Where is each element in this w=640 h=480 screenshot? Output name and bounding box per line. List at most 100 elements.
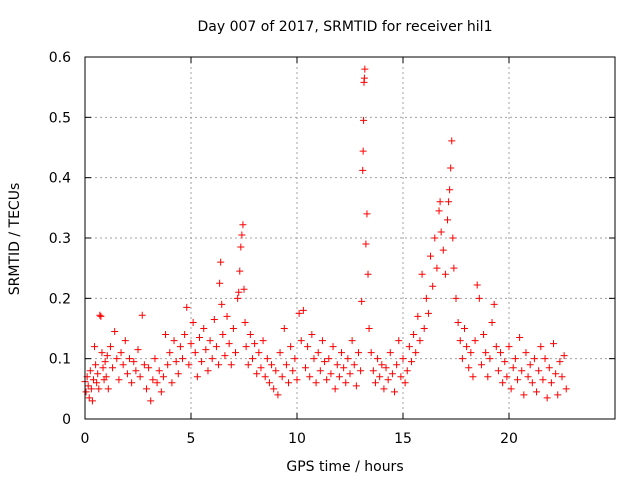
data-point <box>456 337 464 345</box>
data-point <box>111 328 119 336</box>
data-point <box>450 264 458 272</box>
data-point <box>198 358 206 366</box>
data-point <box>88 397 96 405</box>
data-point <box>522 349 530 357</box>
data-point <box>497 349 505 357</box>
data-point <box>518 367 526 375</box>
data-point <box>253 370 261 378</box>
data-point <box>329 343 337 351</box>
data-point <box>350 361 358 369</box>
data-point <box>229 325 237 332</box>
data-point <box>562 385 570 393</box>
data-point <box>179 355 187 363</box>
data-point <box>323 376 331 384</box>
data-point <box>147 397 155 405</box>
data-point <box>433 264 441 272</box>
data-point <box>403 367 411 375</box>
data-point <box>399 355 407 363</box>
data-point <box>439 246 447 254</box>
data-point <box>217 258 225 266</box>
data-point <box>378 361 386 369</box>
data-point <box>140 361 148 369</box>
axis-ticks: 0 0.1 0.2 0.3 0.4 0.5 0.6 0 5 10 15 20 <box>49 50 615 447</box>
data-point <box>291 355 299 363</box>
data-point <box>550 340 558 348</box>
data-point <box>132 367 140 375</box>
y-tick-label: 0.6 <box>49 50 71 66</box>
data-point <box>164 361 172 369</box>
data-point <box>293 376 301 384</box>
data-point <box>371 379 379 387</box>
data-point <box>93 379 101 387</box>
data-point <box>342 379 350 387</box>
data-point <box>452 294 460 302</box>
data-point <box>189 318 197 326</box>
data-point <box>227 361 235 369</box>
data-point <box>458 355 466 363</box>
data-point <box>492 343 500 351</box>
data-point <box>357 367 365 375</box>
data-point <box>85 394 93 402</box>
data-point <box>251 340 259 348</box>
data-point <box>429 282 437 290</box>
data-point <box>308 331 316 339</box>
data-point <box>449 234 457 242</box>
data-point <box>223 312 231 320</box>
data-point <box>362 240 370 248</box>
data-point <box>312 379 320 387</box>
data-point <box>331 385 339 393</box>
data-point <box>494 367 502 375</box>
data-point <box>210 315 218 323</box>
y-tick-label: 0.3 <box>49 231 71 247</box>
data-point <box>352 382 360 390</box>
data-point <box>545 364 553 372</box>
data-point <box>528 379 536 387</box>
data-point <box>471 337 479 345</box>
data-point <box>237 243 245 251</box>
data-point <box>91 343 99 351</box>
data-point <box>87 385 95 393</box>
data-point <box>204 367 212 375</box>
data-point <box>295 309 303 317</box>
data-point <box>268 361 276 369</box>
data-point <box>235 288 243 296</box>
data-point <box>219 331 227 339</box>
data-point <box>216 279 224 287</box>
data-point <box>142 385 150 393</box>
data-point <box>369 367 377 375</box>
data-point <box>86 367 94 375</box>
data-point <box>346 370 354 378</box>
data-point <box>405 343 413 351</box>
y-tick-label: 0.1 <box>49 352 71 368</box>
data-point <box>407 358 415 366</box>
data-point <box>547 379 555 387</box>
data-point <box>212 343 220 351</box>
data-point <box>117 349 125 357</box>
data-point <box>200 325 208 332</box>
data-point <box>145 364 153 372</box>
data-point <box>454 318 462 326</box>
data-point <box>157 388 165 396</box>
data-point <box>270 385 278 393</box>
data-point <box>509 364 517 372</box>
data-point <box>255 349 263 357</box>
data-point <box>89 376 97 384</box>
data-point <box>96 311 104 319</box>
chart-title: Day 007 of 2017, SRMTID for receiver hil… <box>198 19 493 35</box>
data-point <box>388 370 396 378</box>
data-point <box>420 325 428 332</box>
data-point <box>477 361 485 369</box>
data-point <box>513 376 521 384</box>
data-point <box>109 364 117 372</box>
data-point <box>338 349 346 357</box>
data-point <box>367 349 375 357</box>
data-point <box>232 349 240 357</box>
data-point <box>533 388 541 396</box>
data-point <box>520 391 528 399</box>
data-point <box>272 367 280 375</box>
data-point <box>128 379 136 387</box>
data-point <box>244 361 252 369</box>
data-point <box>444 216 452 224</box>
data-point <box>306 373 314 381</box>
